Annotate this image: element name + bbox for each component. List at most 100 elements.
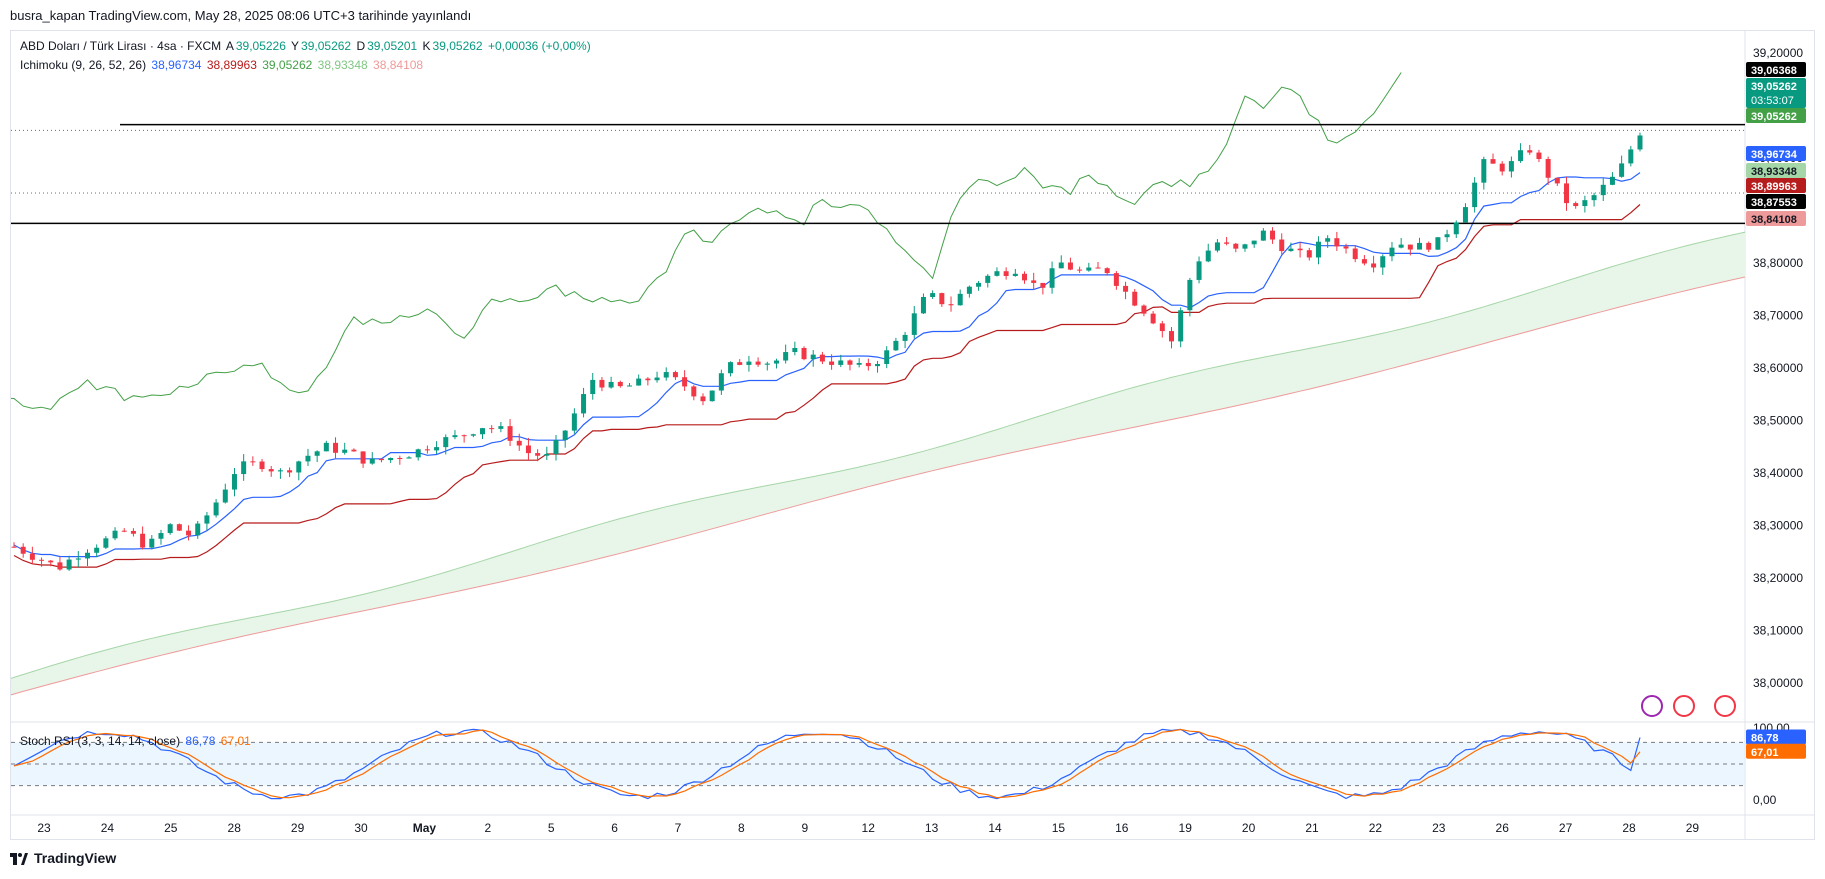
candle-body xyxy=(893,340,899,351)
candle-body xyxy=(1315,241,1321,258)
candle-body xyxy=(682,377,688,387)
time-tick-label: 29 xyxy=(291,821,305,835)
time-tick-label: 2 xyxy=(484,821,491,835)
candle-body xyxy=(829,361,835,365)
candle-body xyxy=(1361,259,1367,264)
price-tick-label: 38,30000 xyxy=(1753,519,1803,533)
price-tick-label: 38,60000 xyxy=(1753,361,1803,375)
lightning-icon[interactable] xyxy=(1641,695,1663,717)
candle-body xyxy=(1242,244,1248,249)
stoch-d-badge-text: 67,01 xyxy=(1751,747,1779,759)
candle-body xyxy=(424,449,430,451)
price-tick-label: 38,70000 xyxy=(1753,309,1803,323)
candle-body xyxy=(360,451,366,464)
time-tick-label: 12 xyxy=(862,821,876,835)
candle-body xyxy=(167,524,173,534)
candle-body xyxy=(1398,244,1404,248)
candle-body xyxy=(130,530,136,534)
time-tick-label: 28 xyxy=(228,821,242,835)
candle-body xyxy=(1086,267,1092,271)
price-pane xyxy=(11,72,1745,696)
price-tick-label: 38,40000 xyxy=(1753,466,1803,480)
candle-body xyxy=(718,373,724,391)
candle-body xyxy=(1518,150,1524,162)
candle-body xyxy=(525,445,531,454)
close-value: 39,05262 xyxy=(432,39,483,53)
candle-body xyxy=(333,442,339,453)
candle-body xyxy=(351,449,357,452)
price-badge xyxy=(1746,78,1806,108)
chart-frame[interactable] xyxy=(10,30,1815,840)
candle-body xyxy=(1297,248,1303,251)
candle-body xyxy=(1141,305,1147,314)
time-tick-label: 25 xyxy=(164,821,178,835)
candle-body xyxy=(1472,182,1478,208)
candle-body xyxy=(369,458,375,464)
candle-body xyxy=(948,304,954,306)
stoch-legend: Stoch RSI (3, 3, 14, 14, close) 86,78 67… xyxy=(20,734,253,748)
price-badge-text: 39,05262 xyxy=(1751,81,1797,93)
candle-body xyxy=(1168,331,1174,342)
ichimoku-label: Ichimoku (9, 26, 52, 26) xyxy=(20,58,147,72)
candle-body xyxy=(608,381,614,388)
candle-body xyxy=(1591,195,1597,201)
candle-body xyxy=(1490,159,1496,164)
candle-body xyxy=(1104,268,1110,274)
price-badge xyxy=(1746,211,1806,226)
footer-brand-text: TradingView xyxy=(34,850,117,866)
candle-body xyxy=(443,437,449,448)
time-tick-label: 26 xyxy=(1496,821,1510,835)
candle-body xyxy=(94,547,100,553)
candle-body xyxy=(452,435,458,438)
footer-brand[interactable]: TradingView xyxy=(10,850,116,866)
us-flag-icon[interactable] xyxy=(1673,695,1695,717)
candle-body xyxy=(755,361,761,365)
time-tick-label: 19 xyxy=(1179,821,1193,835)
time-tick-label: 21 xyxy=(1305,821,1319,835)
candle-body xyxy=(158,533,164,539)
candle-body xyxy=(709,390,715,402)
candle-body xyxy=(296,461,302,473)
candle-body xyxy=(1077,269,1083,271)
time-tick-label: 7 xyxy=(675,821,682,835)
candle-body xyxy=(39,559,45,561)
candle-body xyxy=(1049,268,1055,288)
candle-body xyxy=(966,286,972,294)
candle-body xyxy=(1536,152,1542,160)
low-label: D xyxy=(356,39,366,53)
candle-body xyxy=(792,347,798,353)
candle-body xyxy=(838,360,844,365)
low-value: 39,05201 xyxy=(367,39,418,53)
candle-body xyxy=(1132,291,1138,306)
candle-body xyxy=(1058,262,1064,269)
candle-body xyxy=(20,546,26,554)
candle-body xyxy=(783,352,789,361)
candle-body xyxy=(388,458,394,461)
candle-body xyxy=(121,530,127,532)
candle-body xyxy=(773,360,779,364)
candle-body xyxy=(516,440,522,446)
candle-body xyxy=(847,360,853,365)
candle-body xyxy=(957,293,963,306)
candle-body xyxy=(581,394,587,414)
ichimoku-cloud xyxy=(11,232,1745,695)
candle-body xyxy=(663,372,669,378)
candle-body xyxy=(1306,250,1312,258)
us-flag-icon-2[interactable] xyxy=(1714,695,1736,717)
candle-body xyxy=(489,428,495,430)
candle-body xyxy=(1224,242,1230,244)
time-tick-label: 24 xyxy=(101,821,115,835)
change-value: +0,00036 (+0,00%) xyxy=(487,39,591,53)
candle-body xyxy=(1260,230,1266,241)
candle-body xyxy=(461,435,467,437)
candle-body xyxy=(1159,323,1165,332)
candle-body xyxy=(1196,261,1202,280)
candle-body xyxy=(84,552,90,559)
candle-body xyxy=(287,470,293,473)
tradingview-logo-icon xyxy=(10,852,28,865)
price-badge xyxy=(1746,178,1806,193)
candle-body xyxy=(1233,243,1239,249)
candle-body xyxy=(259,461,265,470)
candle-body xyxy=(746,361,752,365)
